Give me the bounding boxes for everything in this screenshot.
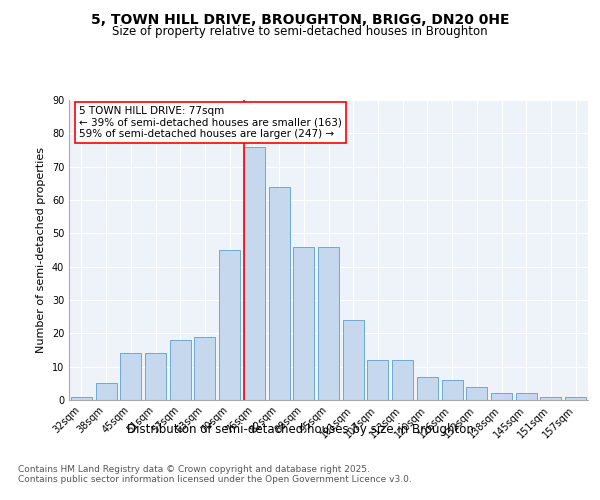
Bar xyxy=(367,360,388,400)
Text: Contains HM Land Registry data © Crown copyright and database right 2025.
Contai: Contains HM Land Registry data © Crown c… xyxy=(18,465,412,484)
Bar xyxy=(293,246,314,400)
Bar xyxy=(194,336,215,400)
Bar xyxy=(442,380,463,400)
Bar xyxy=(219,250,240,400)
Bar xyxy=(170,340,191,400)
Bar xyxy=(120,354,141,400)
Bar xyxy=(516,394,537,400)
Bar xyxy=(343,320,364,400)
Bar xyxy=(417,376,438,400)
Text: Size of property relative to semi-detached houses in Broughton: Size of property relative to semi-detach… xyxy=(112,25,488,38)
Bar xyxy=(466,386,487,400)
Bar xyxy=(269,186,290,400)
Bar xyxy=(491,394,512,400)
Y-axis label: Number of semi-detached properties: Number of semi-detached properties xyxy=(36,147,46,353)
Bar xyxy=(71,396,92,400)
Text: Distribution of semi-detached houses by size in Broughton: Distribution of semi-detached houses by … xyxy=(127,422,473,436)
Text: 5 TOWN HILL DRIVE: 77sqm
← 39% of semi-detached houses are smaller (163)
59% of : 5 TOWN HILL DRIVE: 77sqm ← 39% of semi-d… xyxy=(79,106,342,139)
Bar xyxy=(392,360,413,400)
Bar xyxy=(318,246,339,400)
Bar xyxy=(244,146,265,400)
Bar xyxy=(95,384,116,400)
Bar xyxy=(565,396,586,400)
Text: 5, TOWN HILL DRIVE, BROUGHTON, BRIGG, DN20 0HE: 5, TOWN HILL DRIVE, BROUGHTON, BRIGG, DN… xyxy=(91,12,509,26)
Bar xyxy=(541,396,562,400)
Bar xyxy=(145,354,166,400)
